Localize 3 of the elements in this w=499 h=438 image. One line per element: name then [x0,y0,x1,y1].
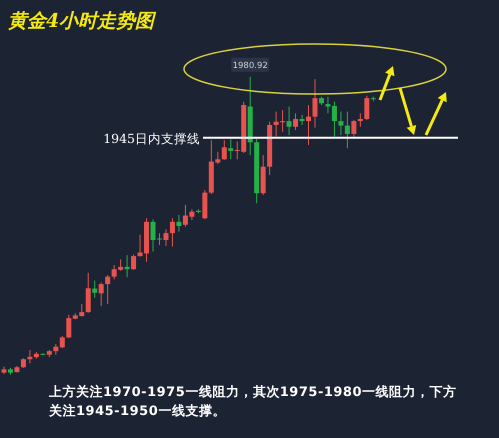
annotation: 1980.92 [231,58,270,72]
title: 黄金4小时走势图 [8,10,154,32]
annotation: 1980.92 [232,61,268,72]
